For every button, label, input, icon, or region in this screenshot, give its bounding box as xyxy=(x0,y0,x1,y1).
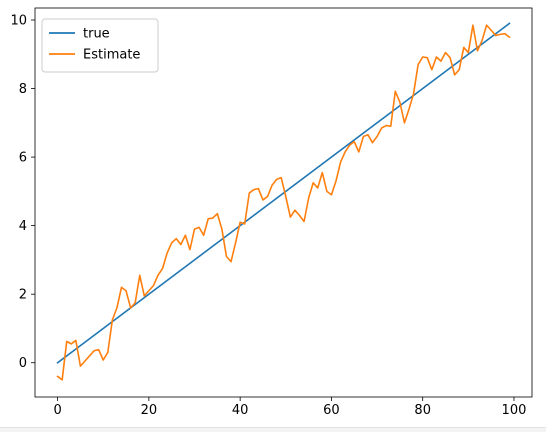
legend-label-estimate: Estimate xyxy=(83,48,140,63)
legend-label-true: true xyxy=(83,27,110,42)
plot-area xyxy=(56,22,511,381)
x-tick-label: 0 xyxy=(53,403,61,418)
series-line-estimate xyxy=(56,24,511,381)
x-tick-label: 80 xyxy=(414,403,431,418)
series-group xyxy=(56,22,511,381)
x-tick-label: 20 xyxy=(141,403,158,418)
y-tick-label: 10 xyxy=(10,13,27,28)
axes-frame xyxy=(34,7,533,398)
bottom-strip xyxy=(0,427,546,432)
x-tick-label: 60 xyxy=(323,403,340,418)
x-tick-label: 100 xyxy=(502,403,527,418)
y-tick-label: 6 xyxy=(19,151,27,166)
y-tick-label: 0 xyxy=(19,356,27,371)
y-tick-label: 2 xyxy=(19,288,27,303)
axes: 0 20 40 60 80 100 0 2 4 6 8 10 xyxy=(10,7,533,418)
y-tick-label: 4 xyxy=(19,219,27,234)
legend: true Estimate xyxy=(41,18,159,73)
x-tick-label: 40 xyxy=(232,403,249,418)
y-tick-label: 8 xyxy=(19,82,27,97)
